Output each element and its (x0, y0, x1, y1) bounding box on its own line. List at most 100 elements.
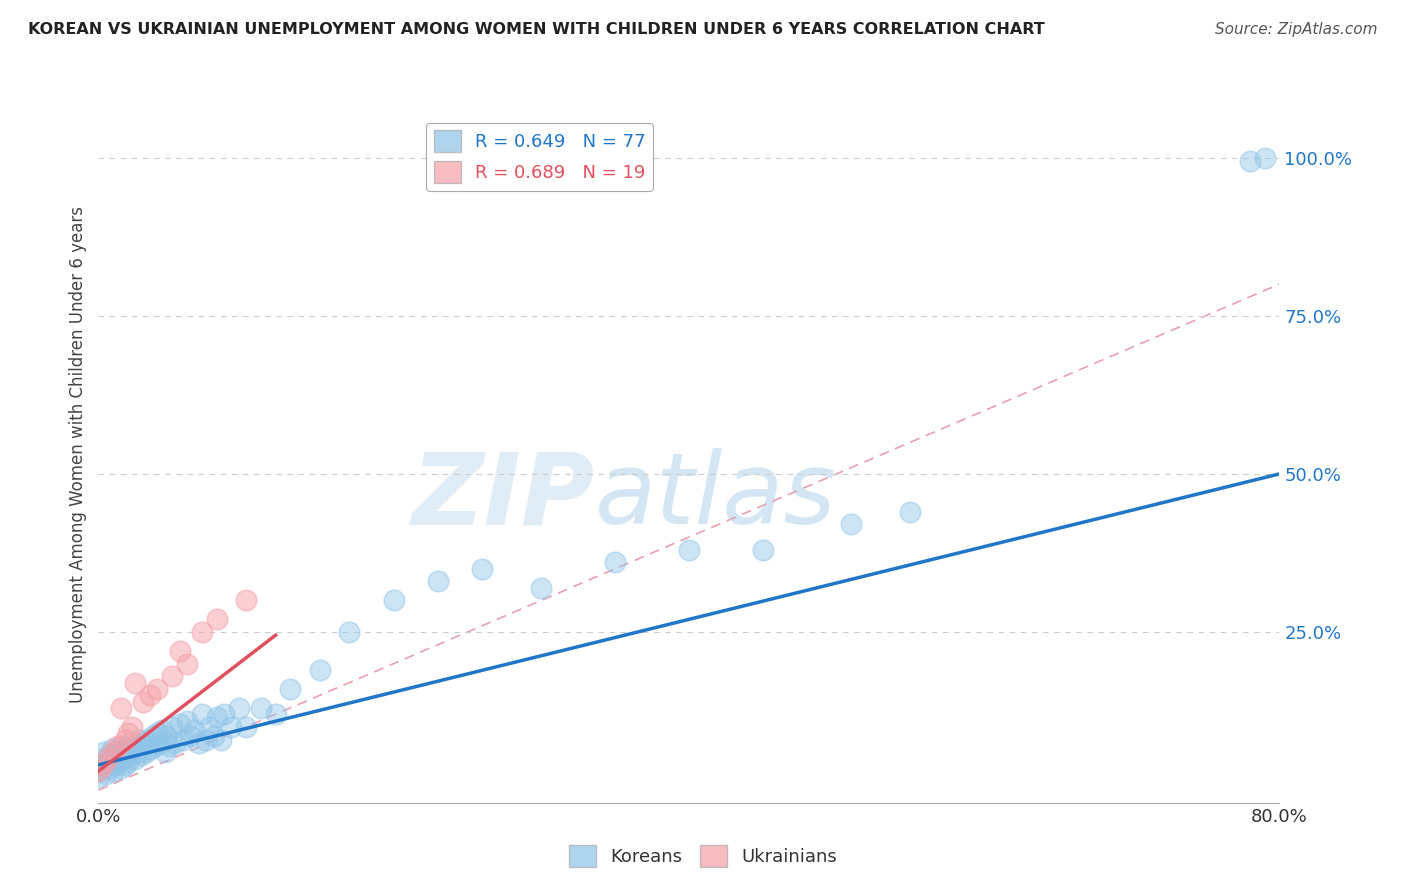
Point (110, 761, 132, 775)
Point (104, 757, 127, 772)
Point (108, 748, 131, 763)
Point (96, 755, 118, 769)
Point (900, 505, 922, 519)
Point (176, 657, 198, 671)
Point (117, 726, 139, 740)
Point (1239, 153, 1261, 168)
Point (678, 542, 700, 557)
Point (198, 720, 221, 734)
Point (87, 764, 110, 779)
Point (191, 625, 214, 640)
Point (87, 764, 110, 779)
Point (121, 720, 143, 734)
Point (205, 710, 228, 724)
Point (146, 726, 169, 740)
Point (139, 742, 162, 756)
Point (105, 745, 128, 759)
Point (205, 612, 228, 626)
Point (129, 748, 152, 763)
Point (128, 732, 150, 747)
Point (751, 542, 773, 557)
Point (100, 742, 122, 756)
Point (471, 562, 494, 576)
Text: atlas: atlas (595, 448, 837, 545)
Point (124, 675, 146, 690)
Point (172, 732, 194, 747)
Point (103, 745, 125, 759)
Point (117, 755, 139, 769)
Point (839, 517, 862, 532)
Point (111, 751, 134, 765)
Point (110, 739, 132, 753)
Point (143, 739, 166, 753)
Point (103, 764, 125, 779)
Point (115, 745, 138, 759)
Point (142, 730, 165, 744)
Point (87, 771, 110, 785)
Point (96, 751, 118, 765)
Legend: Koreans, Ukrainians: Koreans, Ukrainians (561, 838, 845, 874)
Point (136, 732, 159, 747)
Point (165, 736, 187, 750)
Point (93, 745, 115, 759)
Point (219, 720, 242, 734)
Point (120, 748, 142, 763)
Legend: R = 0.649   N = 77, R = 0.689   N = 19: R = 0.649 N = 77, R = 0.689 N = 19 (426, 123, 652, 191)
Point (212, 707, 235, 722)
Point (150, 723, 173, 737)
Point (127, 745, 149, 759)
Point (337, 625, 360, 640)
Point (125, 739, 148, 753)
Y-axis label: Unemployment Among Women with Children Under 6 years: Unemployment Among Women with Children U… (69, 206, 87, 704)
Point (155, 730, 177, 744)
Point (162, 720, 183, 734)
Text: KOREAN VS UKRAINIAN UNEMPLOYMENT AMONG WOMEN WITH CHILDREN UNDER 6 YEARS CORRELA: KOREAN VS UKRAINIAN UNEMPLOYMENT AMONG W… (28, 22, 1045, 37)
Point (132, 695, 155, 709)
Point (427, 574, 450, 589)
Point (139, 688, 162, 702)
Point (98, 748, 121, 763)
Point (278, 681, 302, 696)
Point (176, 714, 198, 728)
Point (209, 732, 232, 747)
Point (146, 681, 169, 696)
Point (132, 736, 155, 750)
Point (202, 730, 225, 744)
Point (183, 723, 205, 737)
Point (118, 739, 141, 753)
Point (124, 751, 146, 765)
Point (605, 556, 627, 570)
Text: ZIP: ZIP (412, 448, 595, 545)
Point (228, 701, 250, 715)
Point (169, 644, 191, 658)
Point (309, 663, 332, 677)
Point (94, 767, 117, 781)
Point (162, 669, 183, 683)
Point (530, 581, 553, 595)
Point (195, 732, 218, 747)
Point (97, 761, 120, 775)
Point (91, 757, 114, 772)
Point (169, 716, 191, 731)
Point (87, 751, 110, 765)
Point (121, 742, 143, 756)
Point (157, 739, 180, 753)
Point (110, 701, 132, 715)
Point (1254, 151, 1277, 165)
Point (112, 742, 135, 756)
Point (107, 739, 129, 753)
Point (149, 736, 172, 750)
Point (114, 757, 136, 772)
Point (135, 745, 157, 759)
Point (103, 751, 125, 765)
Point (191, 707, 214, 722)
Point (114, 732, 136, 747)
Point (179, 730, 201, 744)
Point (107, 755, 129, 769)
Point (264, 707, 287, 722)
Text: Source: ZipAtlas.com: Source: ZipAtlas.com (1215, 22, 1378, 37)
Point (187, 736, 209, 750)
Point (235, 720, 257, 734)
Point (250, 701, 273, 715)
Point (153, 745, 176, 759)
